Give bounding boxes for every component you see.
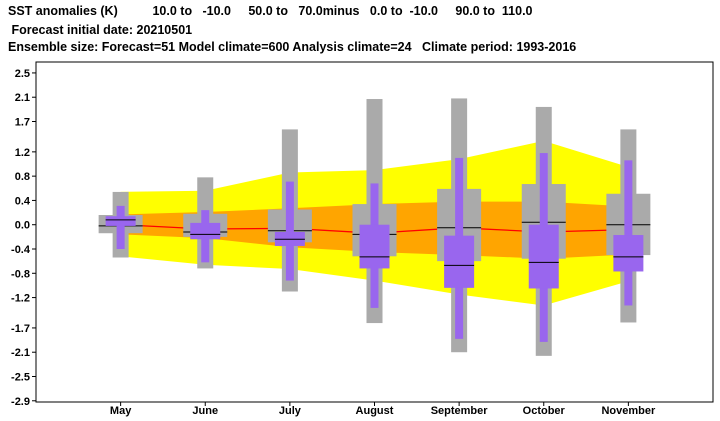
chart-subtitle-forecast-date: Forecast initial date: 20210501 xyxy=(8,23,193,37)
y-tick-label: 1.2 xyxy=(15,147,30,159)
y-tick-label: 0.4 xyxy=(15,195,31,207)
axis-layer: 2.5 2.1 1.7 1.2 0.8 0.4 0.0 -0.4 -0.8 -1.2 -1.7 -2.… xyxy=(11,61,714,417)
y-tick-label: -1.7 xyxy=(11,323,30,335)
forecast-box-june xyxy=(190,222,221,240)
y-tick-label: -2.1 xyxy=(11,347,30,359)
forecast-box-august xyxy=(359,224,390,269)
y-tick-label: -1.2 xyxy=(11,293,30,305)
y-tick-label: -2.5 xyxy=(11,372,30,384)
y-tick-label: -0.4 xyxy=(11,244,31,256)
y-tick-label: 2.5 xyxy=(15,68,30,80)
x-tick-label: May xyxy=(110,405,132,417)
forecast-whisker-november xyxy=(624,160,633,306)
y-tick-label: 0.8 xyxy=(15,171,30,183)
y-tick-label: 2.1 xyxy=(15,92,30,104)
forecast-whisker-july xyxy=(285,181,294,281)
x-tick-label: June xyxy=(192,405,218,417)
x-tick-label: September xyxy=(431,405,489,417)
forecast-box-may xyxy=(105,216,136,226)
forecast-box-october xyxy=(528,224,559,289)
forecast-box-november xyxy=(613,235,644,272)
forecast-whisker-may xyxy=(116,205,125,249)
y-tick-label: -0.8 xyxy=(11,268,30,280)
chart-title-line-1: SST anomalies (K) 10.0 to -10.0 50.0 to … xyxy=(8,4,533,18)
y-tick-label: -2.9 xyxy=(11,396,30,408)
x-tick-label: July xyxy=(279,405,302,417)
chart-subtitle-ensemble-info: Ensemble size: Forecast=51 Model climate… xyxy=(8,40,577,54)
box-layer xyxy=(98,98,651,356)
forecast-box-september xyxy=(444,235,475,288)
x-tick-label: November xyxy=(601,405,656,417)
y-tick-label: 0.0 xyxy=(15,220,30,232)
x-tick-label: October xyxy=(523,405,566,417)
y-tick-label: 1.7 xyxy=(15,117,30,129)
x-tick-label: August xyxy=(356,405,394,417)
